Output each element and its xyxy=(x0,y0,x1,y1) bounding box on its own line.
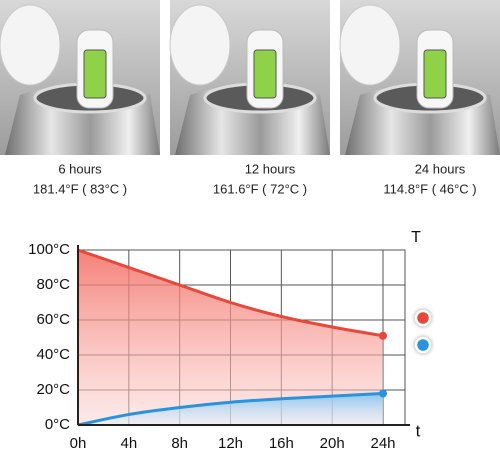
photo-reading: 181.4°F ( 83°C ) xyxy=(33,181,127,196)
series-area xyxy=(78,250,383,425)
y-tick-label: 20°C xyxy=(36,381,70,398)
chart: 0°C 20°C 40°C 60°C 80°C 100°C 0h 4h 8h 12h 16h 20h 2… xyxy=(28,229,432,452)
lid xyxy=(339,4,401,86)
photo: 24 hours 114.8°F ( 46°C ) xyxy=(339,0,500,196)
x-axis-label: t xyxy=(416,421,421,440)
y-tick-label: 100°C xyxy=(28,241,70,258)
x-tick-label: 0h xyxy=(70,435,87,452)
y-tick-label: 60°C xyxy=(36,311,70,328)
thermometer-display xyxy=(83,49,107,99)
photo-caption: 24 hours xyxy=(415,161,466,176)
end-point xyxy=(379,331,387,340)
photos: 6 hours 181.4°F ( 83°C ) 12 hours 161.6°F (… xyxy=(0,0,500,196)
series-line xyxy=(77,392,384,427)
y-tick-label: 0°C xyxy=(45,416,70,433)
photo-caption: 6 hours xyxy=(58,161,102,176)
lid xyxy=(0,4,61,86)
legend-marker xyxy=(414,336,432,354)
x-tick-label: 16h xyxy=(269,435,294,452)
photo: 6 hours 181.4°F ( 83°C ) xyxy=(0,0,160,196)
photo-reading: 114.8°F ( 46°C ) xyxy=(383,181,476,196)
end-point xyxy=(379,389,387,398)
photo-reading: 161.6°F ( 72°C ) xyxy=(213,181,307,196)
y-axis-label: T xyxy=(411,229,421,246)
x-tick-label: 20h xyxy=(320,435,345,452)
x-tick-label: 12h xyxy=(218,435,243,452)
lid xyxy=(169,4,231,86)
series-line xyxy=(77,248,384,338)
photo: 12 hours 161.6°F ( 72°C ) xyxy=(169,0,330,196)
thermometer-display xyxy=(423,49,447,99)
thermometer-display xyxy=(253,49,277,99)
x-tick-label: 8h xyxy=(171,435,188,452)
x-tick-label: 24h xyxy=(370,435,395,452)
legend-marker xyxy=(414,309,432,327)
y-tick-label: 40°C xyxy=(36,346,70,363)
x-tick-label: 4h xyxy=(120,435,137,452)
series-area xyxy=(78,393,383,425)
photo-caption: 12 hours xyxy=(245,161,296,176)
y-tick-label: 80°C xyxy=(36,276,70,293)
